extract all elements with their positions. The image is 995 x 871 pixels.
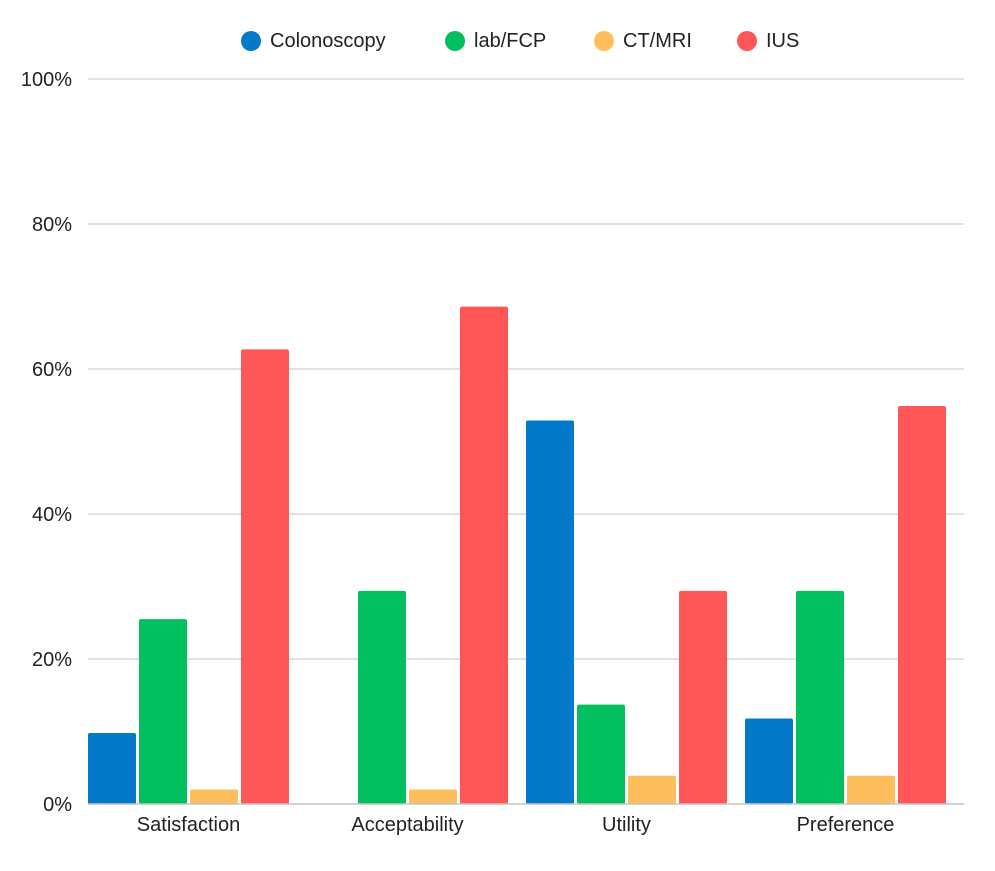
bar-ct-mri-preference [847,775,895,804]
bar-colonoscopy-utility [526,420,574,804]
legend-item: CT/MRI [594,30,692,52]
bar-colonoscopy-satisfaction [88,732,136,804]
bar-ct-mri-satisfaction [190,789,238,804]
y-tick-label: 0% [43,794,72,816]
bar-lab-fcp-preference [796,590,844,804]
legend: Colonoscopy lab/FCP CT/MRI IUS [241,30,799,52]
bar-ius-acceptability [460,306,508,804]
x-category-label: Utility [602,814,651,836]
bar-ct-mri-utility [628,775,676,804]
x-axis: Satisfaction Acceptability Utility Preferen… [88,803,964,836]
y-tick-label: 80% [32,214,72,236]
y-tick-label: 100% [21,69,72,91]
bar-ius-utility [679,590,727,804]
bar-ius-preference [898,405,946,804]
bar-lab-fcp-acceptability [358,590,406,804]
y-tick-label: 60% [32,359,72,381]
legend-item: Colonoscopy [241,30,386,52]
legend-label: IUS [766,30,799,52]
legend-swatch [594,31,614,51]
y-axis: 0% 20% 40% 60% 80% 100% [21,69,72,816]
legend-label: Colonoscopy [270,30,386,52]
legend-swatch [737,31,757,51]
y-tick-label: 40% [32,504,72,526]
legend-label: lab/FCP [474,30,546,52]
legend-item: lab/FCP [445,30,546,52]
bars [88,306,946,804]
bar-lab-fcp-utility [577,704,625,804]
bar-lab-fcp-satisfaction [139,619,187,804]
legend-swatch [241,31,261,51]
bar-colonoscopy-preference [745,718,793,804]
x-category-label: Acceptability [351,814,463,836]
x-category-label: Preference [797,814,895,836]
bar-ius-satisfaction [241,349,289,804]
y-tick-label: 20% [32,649,72,671]
x-category-label: Satisfaction [137,814,240,836]
legend-swatch [445,31,465,51]
bar-ct-mri-acceptability [409,789,457,804]
legend-label: CT/MRI [623,30,692,52]
legend-item: IUS [737,30,799,52]
